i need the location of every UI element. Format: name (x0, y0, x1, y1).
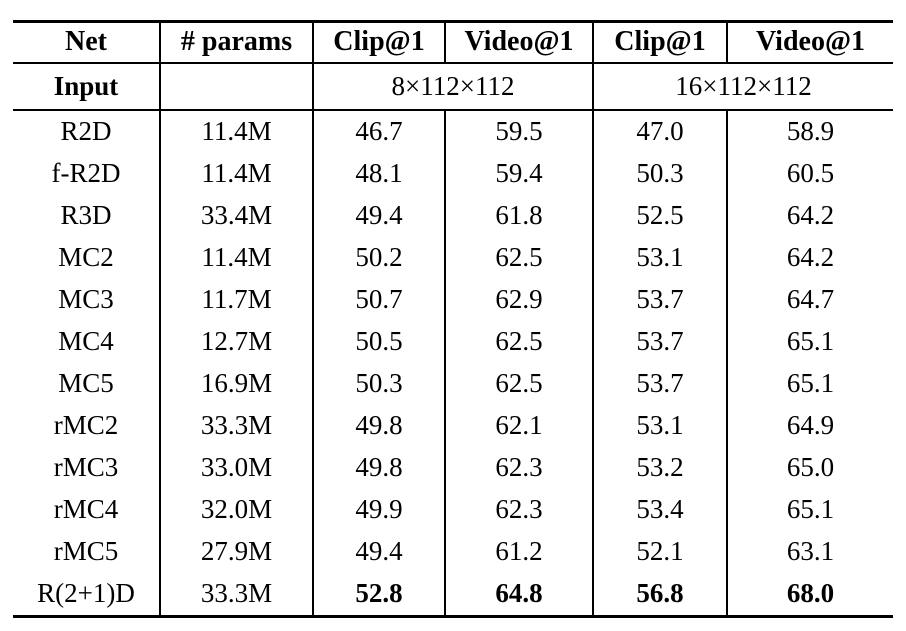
table-row: MC2 11.4M 50.2 62.5 53.1 64.2 (13, 237, 893, 279)
net-cell: MC3 (58, 284, 114, 315)
clip-b-cell: 53.1 (592, 405, 727, 447)
header-video1-a: Video@1 (444, 21, 593, 64)
params-cell: 12.7M (159, 321, 313, 363)
params-cell: 11.4M (159, 237, 313, 279)
header-clip1-a: Clip@1 (312, 21, 445, 64)
net-cell: R3D (60, 200, 112, 231)
table-row: MC4 12.7M 50.5 62.5 53.7 65.1 (13, 321, 893, 363)
params-cell: 33.4M (159, 195, 313, 237)
table-row: rMC4 32.0M 49.9 62.3 53.4 65.1 (13, 489, 893, 531)
clip-b-cell: 47.0 (592, 110, 727, 153)
input-size-b: 16×112×112 (592, 63, 893, 111)
table-row: f-R2D 11.4M 48.1 59.4 50.3 60.5 (13, 153, 893, 195)
video-b-cell: 64.7 (726, 279, 893, 321)
params-cell: 16.9M (159, 363, 313, 405)
video-a-cell: 59.4 (444, 153, 593, 195)
table-row: R(2+1)D 33.3M 52.8 64.8 56.8 68.0 (13, 573, 893, 617)
video-a-cell: 62.5 (444, 363, 593, 405)
results-table: Net # params Clip@1 Video@1 Clip@1 Video… (13, 20, 893, 618)
params-cell: 33.3M (159, 405, 313, 447)
video-b-cell: 63.1 (726, 531, 893, 573)
video-b-cell: 64.2 (726, 195, 893, 237)
video-a-cell: 59.5 (444, 110, 593, 153)
header-video1-b: Video@1 (726, 21, 893, 64)
video-a-cell: 61.2 (444, 531, 593, 573)
clip-a-cell: 48.1 (312, 153, 445, 195)
video-a-cell: 64.8 (444, 573, 593, 617)
params-cell: 32.0M (159, 489, 313, 531)
clip-b-cell: 50.3 (592, 153, 727, 195)
table-header-row: Net # params Clip@1 Video@1 Clip@1 Video… (13, 21, 893, 64)
clip-a-cell: 50.7 (312, 279, 445, 321)
params-cell: 33.3M (159, 573, 313, 617)
params-cell: 11.4M (159, 153, 313, 195)
net-cell: MC2 (58, 242, 114, 273)
clip-b-cell: 53.4 (592, 489, 727, 531)
table-row: R2D 11.4M 46.7 59.5 47.0 58.9 (13, 110, 893, 153)
video-a-cell: 62.5 (444, 321, 593, 363)
net-cell: f-R2D (51, 158, 121, 189)
video-b-cell: 64.2 (726, 237, 893, 279)
clip-b-cell: 52.1 (592, 531, 727, 573)
net-cell: rMC5 (53, 536, 119, 567)
video-a-cell: 62.5 (444, 237, 593, 279)
video-b-cell: 65.0 (726, 447, 893, 489)
video-b-cell: 65.1 (726, 363, 893, 405)
params-cell: 11.7M (159, 279, 313, 321)
net-cell: rMC4 (53, 494, 119, 525)
video-a-cell: 62.9 (444, 279, 593, 321)
header-params: # params (159, 21, 313, 64)
net-cell: rMC2 (53, 410, 119, 441)
net-cell: R2D (60, 116, 112, 147)
table-row: rMC3 33.0M 49.8 62.3 53.2 65.0 (13, 447, 893, 489)
table-row: R3D 33.4M 49.4 61.8 52.5 64.2 (13, 195, 893, 237)
params-cell: 11.4M (159, 110, 313, 153)
table-row: rMC2 33.3M 49.8 62.1 53.1 64.9 (13, 405, 893, 447)
clip-a-cell: 49.4 (312, 531, 445, 573)
input-row: Input 8×112×112 16×112×112 (13, 63, 893, 111)
video-b-cell: 65.1 (726, 321, 893, 363)
table-row: MC5 16.9M 50.3 62.5 53.7 65.1 (13, 363, 893, 405)
header-net: Net (13, 21, 160, 64)
clip-a-cell: 50.3 (312, 363, 445, 405)
input-row-params-cell (159, 63, 313, 111)
video-b-cell: 60.5 (726, 153, 893, 195)
table-row: rMC5 27.9M 49.4 61.2 52.1 63.1 (13, 531, 893, 573)
clip-a-cell: 50.2 (312, 237, 445, 279)
input-size-a: 8×112×112 (312, 63, 593, 111)
clip-b-cell: 53.7 (592, 321, 727, 363)
params-cell: 33.0M (159, 447, 313, 489)
clip-b-cell: 52.5 (592, 195, 727, 237)
clip-b-cell: 53.7 (592, 279, 727, 321)
header-clip1-b: Clip@1 (592, 21, 727, 64)
clip-b-cell: 53.1 (592, 237, 727, 279)
video-a-cell: 62.3 (444, 489, 593, 531)
clip-a-cell: 49.8 (312, 405, 445, 447)
clip-a-cell: 52.8 (312, 573, 445, 617)
net-cell: rMC3 (53, 452, 119, 483)
video-b-cell: 68.0 (726, 573, 893, 617)
video-a-cell: 62.1 (444, 405, 593, 447)
net-cell: MC4 (58, 326, 114, 357)
video-a-cell: 61.8 (444, 195, 593, 237)
net-cell: MC5 (58, 368, 114, 399)
table-row: MC3 11.7M 50.7 62.9 53.7 64.7 (13, 279, 893, 321)
clip-b-cell: 53.2 (592, 447, 727, 489)
video-a-cell: 62.3 (444, 447, 593, 489)
clip-a-cell: 46.7 (312, 110, 445, 153)
clip-b-cell: 56.8 (592, 573, 727, 617)
video-b-cell: 65.1 (726, 489, 893, 531)
input-row-label: Input (13, 63, 160, 111)
video-b-cell: 64.9 (726, 405, 893, 447)
params-cell: 27.9M (159, 531, 313, 573)
clip-a-cell: 49.4 (312, 195, 445, 237)
table-body: Input 8×112×112 16×112×112 R2D 11.4M 46.7 5… (13, 63, 893, 617)
net-cell: R(2+1)D (37, 578, 135, 609)
clip-a-cell: 50.5 (312, 321, 445, 363)
video-b-cell: 58.9 (726, 110, 893, 153)
clip-a-cell: 49.8 (312, 447, 445, 489)
clip-a-cell: 49.9 (312, 489, 445, 531)
clip-b-cell: 53.7 (592, 363, 727, 405)
